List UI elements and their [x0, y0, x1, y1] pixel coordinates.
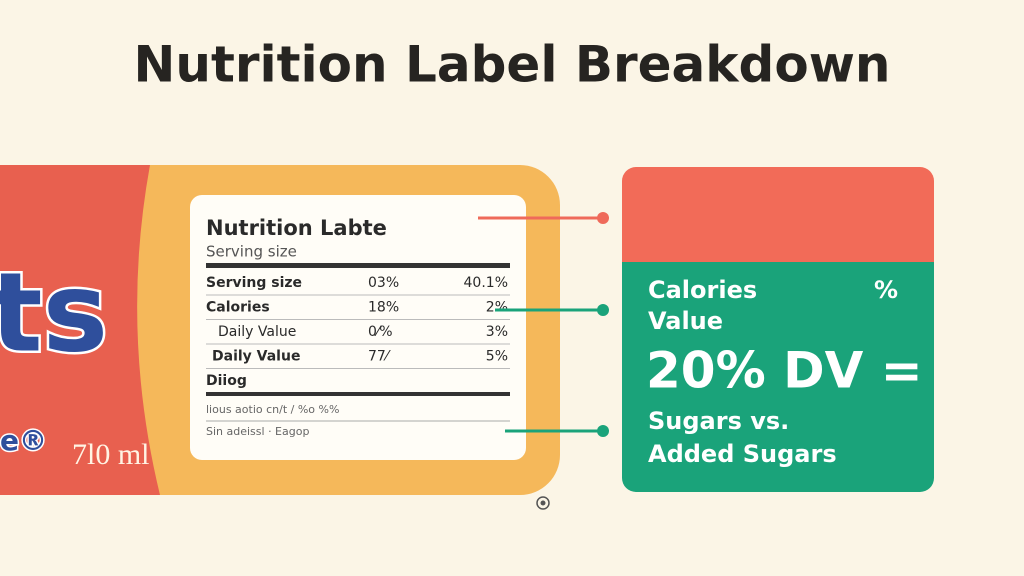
connector-dot	[597, 425, 609, 437]
connector-dot	[597, 304, 609, 316]
row-value: 77⁄	[368, 349, 391, 365]
panel-text: Calories	[648, 276, 757, 304]
title: Nutrition Label Breakdown	[134, 36, 891, 94]
panel-body	[622, 262, 934, 492]
row-value: 03%	[368, 275, 399, 291]
row-value: 0⁄%	[368, 324, 393, 340]
volume: 7l0 ml	[72, 438, 150, 471]
icon	[540, 500, 546, 506]
row-value: 40.1%	[464, 275, 508, 291]
panel-headline: 20% DV =	[646, 342, 923, 400]
panel	[622, 167, 934, 492]
icon	[536, 496, 550, 510]
row-label: Daily Value	[218, 324, 296, 340]
row-value: 18%	[368, 300, 399, 316]
panel-text: Added Sugars	[648, 440, 837, 468]
row-label: Diiog	[206, 373, 247, 389]
rule	[206, 263, 510, 268]
panel-text: %	[874, 276, 898, 304]
row-label: Calories	[206, 300, 270, 316]
row-label: Daily Value	[212, 349, 300, 365]
fine-print: lious aotio cn/t / %o %%	[206, 403, 339, 416]
row-label: Serving size	[206, 275, 302, 291]
panel-text: Sugars vs.	[648, 407, 789, 435]
row-value: 5%	[486, 349, 508, 365]
panel-top	[622, 167, 934, 262]
connector-dot	[597, 212, 609, 224]
rule	[206, 392, 510, 396]
row-value: 3%	[486, 324, 508, 340]
label-title: Nutrition Labte	[206, 216, 387, 240]
row-value: 2%	[486, 300, 508, 316]
brand-text: ts	[0, 248, 108, 376]
label-subtitle: Serving size	[206, 243, 297, 261]
panel-text: Value	[648, 307, 723, 335]
brand-mark: e®	[0, 424, 47, 457]
package-stripe	[0, 165, 160, 495]
fine-print: Sin adeissl · Eagop	[206, 425, 309, 438]
